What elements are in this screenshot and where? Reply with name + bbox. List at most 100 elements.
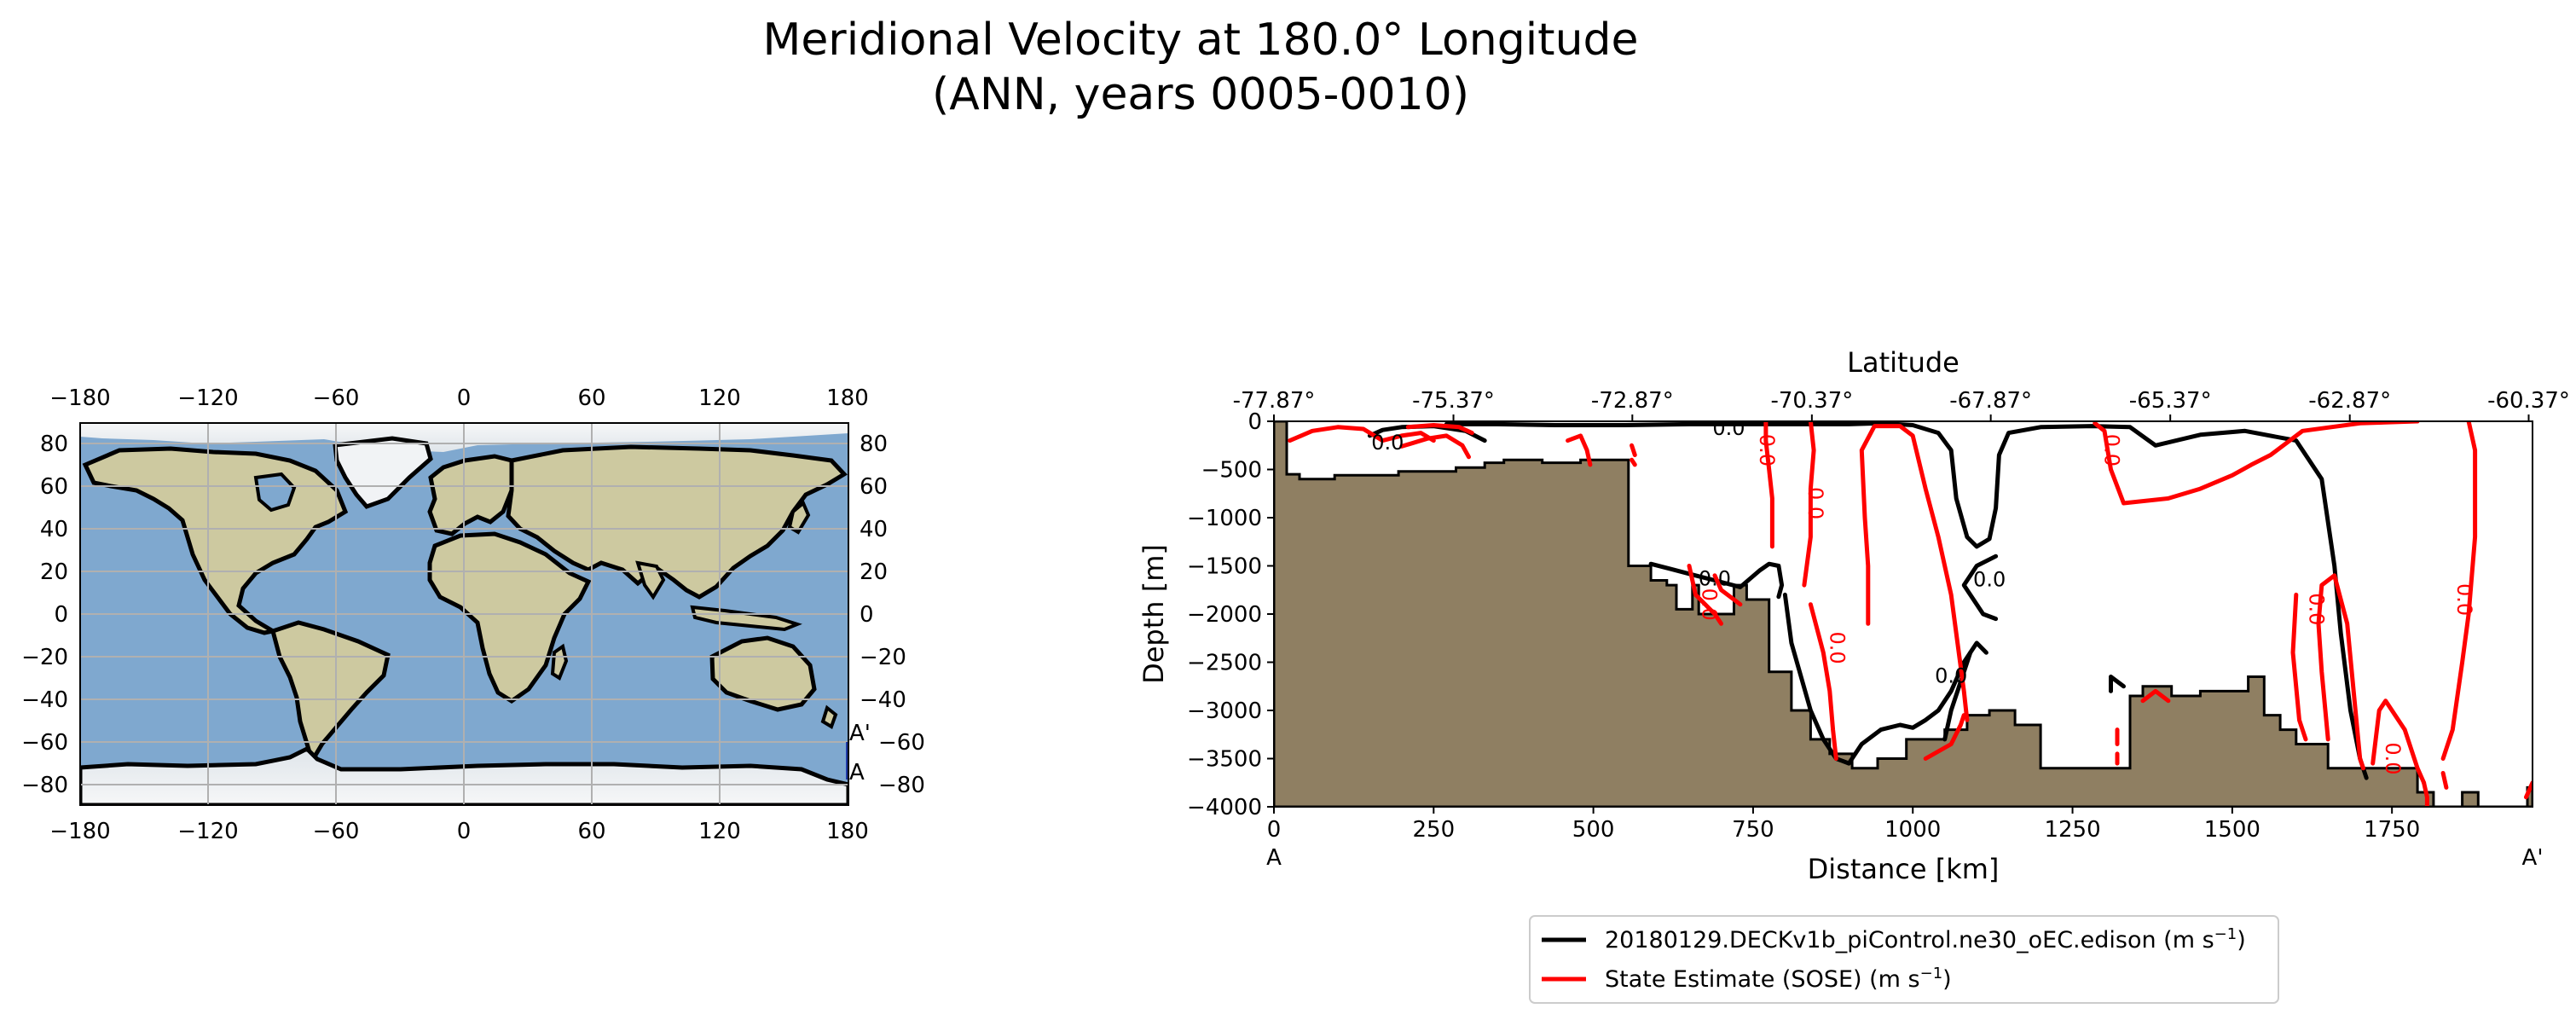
- map-left-tick: 60: [40, 474, 68, 500]
- model-contour-line: [1782, 592, 1851, 766]
- model-contour-line: [2109, 675, 2126, 693]
- map-top-tick: −60: [313, 385, 360, 411]
- map-left-tick: 40: [40, 517, 68, 542]
- obs-contour-line: [1763, 421, 1774, 549]
- legend-model-unit-sup: −1: [2214, 925, 2237, 943]
- legend-model-label: 20180129.DECKv1b_piControl.ne30_oEC.edis…: [1605, 925, 2246, 953]
- obs-contour-line: [1712, 573, 1743, 607]
- map-bottom-tick: 120: [698, 819, 741, 844]
- section-plot-area: 0.00.00.0 0.00.00.00.00.00.00.00.00.00.0: [1274, 416, 2533, 807]
- section-y-axis-label: Depth [m]: [1137, 544, 1170, 684]
- contour-label: 0.0: [1935, 664, 1967, 687]
- map-gridlines: [80, 423, 848, 805]
- map-bottom-tick: −180: [49, 819, 110, 844]
- x-tick-label: 0: [1267, 817, 1282, 843]
- y-tick-label: −1500: [1187, 554, 1262, 580]
- x-tick-label: 750: [1732, 817, 1774, 843]
- legend-model-unit-close: ): [2237, 927, 2246, 953]
- obs-contour-line: [1687, 564, 1723, 626]
- map-top-tick: −180: [49, 385, 110, 411]
- map-left-tick: 80: [40, 432, 68, 457]
- map-right-tick: −60: [878, 730, 925, 756]
- obs-contour-line: [1630, 443, 1637, 457]
- figure-title-line2: (ANN, years 0005-0010): [932, 69, 1469, 120]
- legend-obs-unit-close: ): [1942, 966, 1952, 993]
- map-bottom-tick: −120: [177, 819, 238, 844]
- section-x-ticks: 0 250 500 750 1000 1250 1500 1750: [1267, 807, 2420, 843]
- y-tick-label: 0: [1247, 409, 1262, 435]
- map-bottom-tick: 180: [826, 819, 869, 844]
- map-left-tick: −40: [21, 687, 68, 713]
- map-top-ticks: −180 −120 −60 0 60 120 180: [49, 385, 869, 411]
- obs-contour-line: [2524, 780, 2533, 800]
- obs-contour-line: [1288, 425, 1436, 443]
- contour-label: 0.0: [1697, 588, 1721, 621]
- map-top-tick: 60: [577, 385, 605, 411]
- map-top-tick: 0: [457, 385, 472, 411]
- obs-contour-line: [2093, 421, 2420, 506]
- map-top-tick: 180: [826, 385, 869, 411]
- bathymetry-fill: [1274, 421, 2533, 807]
- map-right-ticks: 80 60 40 20 0 −20 −40 −60 −80: [860, 432, 925, 798]
- map-left-tick: −20: [21, 645, 68, 670]
- map-hudson-bay: [253, 472, 297, 513]
- map-right-tick: −40: [860, 687, 906, 713]
- obs-contour-line: [1405, 423, 1474, 436]
- map-africa: [427, 531, 592, 704]
- legend-obs-label: State Estimate (SOSE) (m s−1): [1605, 965, 1952, 993]
- contour-label: 0.0: [1825, 631, 1849, 664]
- legend: 20180129.DECKv1b_piControl.ne30_oEC.edis…: [1529, 915, 2279, 1004]
- map-transect-start-label: A: [849, 760, 865, 785]
- contour-label: 0.0: [2304, 593, 2328, 625]
- legend-box: [1529, 915, 2279, 1004]
- section-end-label: A': [2522, 845, 2544, 871]
- map-bottom-tick: 60: [577, 819, 605, 844]
- contour-label: 0.0: [1699, 566, 1731, 590]
- obs-contour-line: [2140, 688, 2171, 704]
- figure-title-line1: Meridional Velocity at 180.0° Longitude: [762, 14, 1638, 66]
- top-tick-label: -72.87°: [1591, 388, 1674, 414]
- map-madagascar: [550, 643, 569, 681]
- top-tick-label: -67.87°: [1949, 388, 2032, 414]
- obs-contour-line: [2422, 780, 2429, 807]
- obs-contour-line: [1923, 713, 1966, 761]
- section-top-axis-label: Latitude: [1847, 346, 1959, 379]
- map-left-tick: −80: [21, 773, 68, 798]
- contour-label: 0.0: [1712, 416, 1745, 440]
- map-left-tick: 20: [40, 559, 68, 585]
- obs-contour-line: [1859, 424, 1970, 722]
- y-tick-label: −2500: [1187, 651, 1262, 676]
- contour-label: 0.0: [1973, 567, 2006, 591]
- map-japan: [787, 500, 811, 535]
- map-right-tick: −80: [878, 773, 925, 798]
- map-panel: −180 −120 −60 0 60 120 180 −180 −120 −60…: [21, 385, 925, 844]
- y-tick-label: −4000: [1187, 795, 1262, 820]
- obs-contours: [1288, 421, 2533, 807]
- model-contour-line: [1648, 561, 1785, 600]
- obs-contour-line: [2316, 573, 2365, 771]
- map-right-tick: 20: [860, 559, 888, 585]
- section-y-ticks: 0 −500 −1000 −1500 −2000 −2500 −3000 −3500 −4000: [1187, 409, 1274, 820]
- map-left-ticks: 80 60 40 20 0 −20 −40 −60 −80: [21, 432, 68, 798]
- contour-label: 0.0: [2381, 742, 2405, 774]
- obs-contour-line: [2440, 421, 2478, 761]
- model-contour-line: [1942, 650, 1973, 742]
- top-tick-label: -75.37°: [1412, 388, 1495, 414]
- obs-contour-line: [2440, 771, 2449, 790]
- map-greenland: [333, 436, 433, 509]
- map-indonesia: [690, 605, 802, 632]
- contour-label: 0.0: [1371, 431, 1404, 455]
- map-right-tick: −20: [860, 645, 906, 670]
- map-right-tick: 0: [860, 602, 874, 628]
- map-right-tick: 60: [860, 474, 888, 500]
- legend-obs-text: State Estimate (SOSE) (m s: [1605, 966, 1920, 993]
- y-tick-label: −1000: [1187, 506, 1262, 531]
- map-transect-end-label: A': [849, 721, 871, 746]
- top-tick-label: -60.37°: [2487, 388, 2570, 414]
- x-tick-label: 1250: [2044, 817, 2100, 843]
- map-bottom-ticks: −180 −120 −60 0 60 120 180: [49, 819, 869, 844]
- map-left-tick: 0: [54, 602, 68, 628]
- x-tick-label: 1500: [2204, 817, 2261, 843]
- map-right-tick: 40: [860, 517, 888, 542]
- legend-obs-unit-sup: −1: [1920, 965, 1943, 982]
